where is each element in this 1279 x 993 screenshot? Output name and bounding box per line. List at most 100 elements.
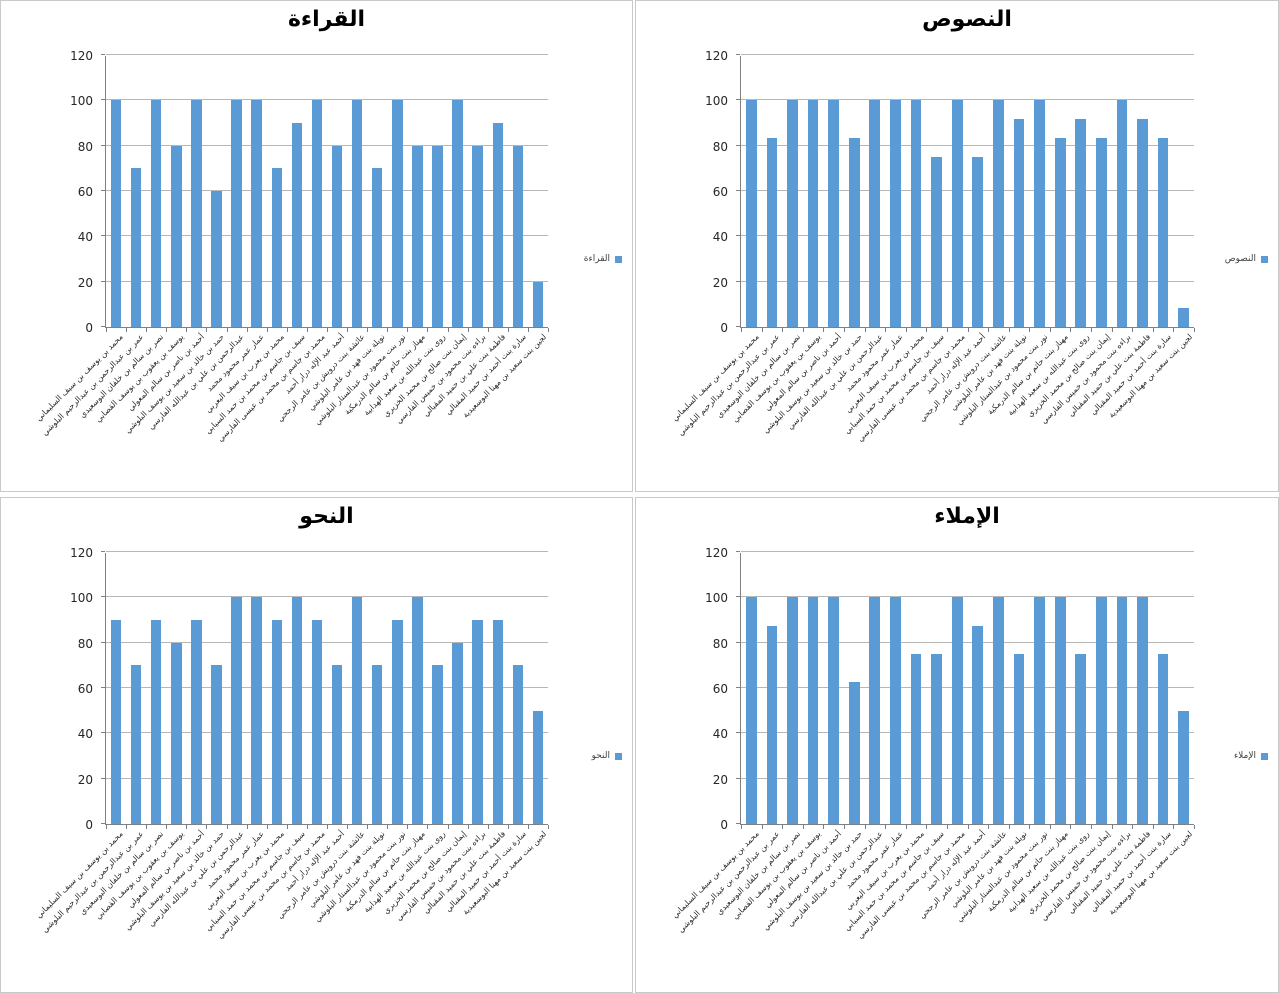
- x-axis-tick: [507, 825, 509, 829]
- y-axis-tick-label: 120: [705, 49, 728, 63]
- chart-title: الإملاء: [934, 504, 1000, 529]
- x-axis-category-label: سيف بن جاسم بن محمد بن حمد السيابي: [842, 332, 947, 436]
- y-axis-tick-label: 80: [77, 636, 93, 651]
- x-axis-category-label: لجين بنت سعيد بن مهنا البوسعيدية: [1106, 332, 1194, 420]
- y-axis-tick: [736, 280, 740, 282]
- x-axis-category-label: نويلة بنت فهد بن عامر البلوشي: [307, 829, 387, 910]
- legend-label: القراءة: [583, 254, 610, 264]
- y-axis-labels: 0 20 40 60 80 100 120: [636, 546, 734, 832]
- x-axis-category-label: عائشة بنت درويش بن عامر الرجحي: [917, 829, 1009, 921]
- x-axis-category-label: محمد بن يعرب بن سيف اليعربي: [843, 829, 926, 912]
- x-axis-tick: [507, 328, 509, 332]
- y-axis-tick-label: 100: [70, 591, 93, 606]
- x-axis-tick: [761, 328, 763, 332]
- x-axis-tick: [741, 328, 742, 332]
- bar: [271, 620, 282, 824]
- bar: [828, 597, 839, 824]
- y-axis-tick: [101, 280, 105, 282]
- legend-marker-icon: [615, 752, 622, 760]
- bar: [392, 620, 403, 824]
- bar: [432, 145, 443, 327]
- x-axis-tick: [548, 825, 549, 829]
- x-axis-tick: [843, 328, 845, 332]
- x-axis-category-label: لجين بنت سعيد بن مهنا البوسعيدية: [460, 829, 549, 917]
- bar: [910, 654, 922, 824]
- x-axis-category-label: فاطمة بنت علي بن حميد المقبالي: [421, 332, 508, 419]
- x-axis-category-label: عائشة بنت درويش بن عامر الرجحي: [275, 332, 367, 424]
- x-axis-category-label: سارة بنت أحمد بن حميد المقبالي: [1088, 829, 1174, 914]
- x-axis-labels: محمد بن يوسف بن سيف السليماني عمر بن عبدا…: [35, 331, 549, 491]
- bar: [211, 665, 222, 824]
- x-axis-category-label: براءه بنت محمود بن خميس الفارسي: [1038, 332, 1132, 426]
- x-axis-category-label: سارة بنت أحمد بن حميد المقبالي: [443, 829, 528, 914]
- y-axis-tick: [736, 732, 740, 734]
- gridline: [106, 687, 548, 688]
- gridline: [106, 235, 548, 237]
- x-axis-tick: [467, 825, 469, 829]
- x-axis-tick: [226, 825, 228, 829]
- x-axis-tick: [246, 825, 248, 829]
- x-axis-category-label: نور بنت محمود بن عبدالستار البلوشي: [954, 829, 1050, 924]
- bar: [512, 145, 524, 327]
- y-axis-tick-label: 80: [712, 636, 728, 651]
- x-axis-tick: [286, 825, 288, 829]
- x-axis-category-label: نويلة بنت فهد بن عامر البلوشي: [948, 829, 1029, 910]
- x-axis-category-label: نويلة بنت فهد بن عامر البلوشي: [307, 332, 387, 413]
- legend-label: النحو: [591, 751, 610, 761]
- y-axis-tick-label: 0: [720, 818, 728, 832]
- x-axis-category-label: أحمد بن ناصر بن سالم المعولي: [762, 829, 844, 910]
- x-axis-tick: [1173, 328, 1175, 332]
- x-axis-category-label: عمر بن عبدالرحمن بن عبدالرحيم البلوشي: [676, 332, 782, 438]
- x-axis-tick: [1008, 328, 1010, 332]
- bar: [372, 665, 383, 824]
- x-axis-tick: [1111, 328, 1113, 332]
- x-axis-category-label: مهناز بنت حاتم بن سالم الدرمكية: [342, 829, 428, 914]
- x-axis-category-label: محمد بن يوسف بن سيف السليماني: [34, 332, 126, 423]
- x-axis-tick: [967, 825, 969, 829]
- x-axis-category-label: حمد بن خالد بن سعيد بن يوسف البلوشي: [123, 829, 226, 933]
- x-axis-tick: [387, 328, 389, 332]
- x-axis-category-label: حمد بن خالد بن سعيد بن يوسف البلوشي: [760, 332, 864, 436]
- bar: [1116, 597, 1128, 824]
- y-axis-tick-label: 40: [712, 727, 728, 742]
- legend-marker-icon: [615, 255, 622, 263]
- bar: [828, 100, 839, 327]
- chart-title: القراءة: [287, 7, 366, 32]
- bar: [807, 597, 819, 824]
- bar: [492, 620, 503, 824]
- y-axis-tick: [101, 99, 105, 101]
- x-axis-category-label: محمد بن يوسف بن سيف السليماني: [669, 332, 761, 423]
- bar: [331, 145, 343, 327]
- legend: النحو: [592, 751, 622, 761]
- bar: [130, 665, 142, 824]
- y-axis-tick: [736, 190, 740, 191]
- x-axis-category-label: عمر بن عبدالرحمن بن عبدالرحيم البلوشي: [40, 332, 146, 438]
- y-axis-tick: [101, 641, 105, 643]
- y-axis-tick: [736, 326, 740, 327]
- x-axis-tick: [885, 328, 887, 332]
- x-axis-category-label: حمد بن خالد بن سعيد بن يوسف البلوشي: [123, 332, 226, 436]
- y-axis-tick: [736, 596, 740, 598]
- x-axis-tick: [166, 328, 168, 332]
- x-axis-category-label: عمار عمر محمود محمد: [844, 829, 905, 891]
- x-axis-category-label: أحمد عبد الإله درار أحمد: [283, 829, 347, 893]
- x-axis-tick: [487, 825, 489, 829]
- x-axis-tick: [186, 328, 188, 332]
- x-axis-tick: [782, 328, 784, 332]
- y-axis-tick-label: 60: [712, 682, 728, 696]
- plot-area: [736, 551, 1195, 829]
- x-axis-tick: [1194, 328, 1195, 332]
- x-axis-category-label: روى بنت عبدالله بن سعيد الهدابية: [362, 332, 448, 418]
- x-axis-tick: [1132, 825, 1134, 829]
- x-axis-tick: [802, 825, 804, 829]
- x-axis-tick: [1029, 825, 1031, 829]
- legend-label: الإملاء: [1233, 751, 1256, 761]
- x-axis-tick: [885, 825, 887, 829]
- x-axis-tick: [126, 328, 128, 332]
- x-axis-tick: [967, 328, 969, 332]
- x-axis-tick: [306, 825, 308, 829]
- bar: [1034, 597, 1045, 824]
- x-axis-tick: [548, 328, 549, 332]
- x-axis-category-label: مهناز بنت حاتم بن سالم الدرمكية: [342, 332, 428, 417]
- y-axis-tick: [101, 551, 105, 552]
